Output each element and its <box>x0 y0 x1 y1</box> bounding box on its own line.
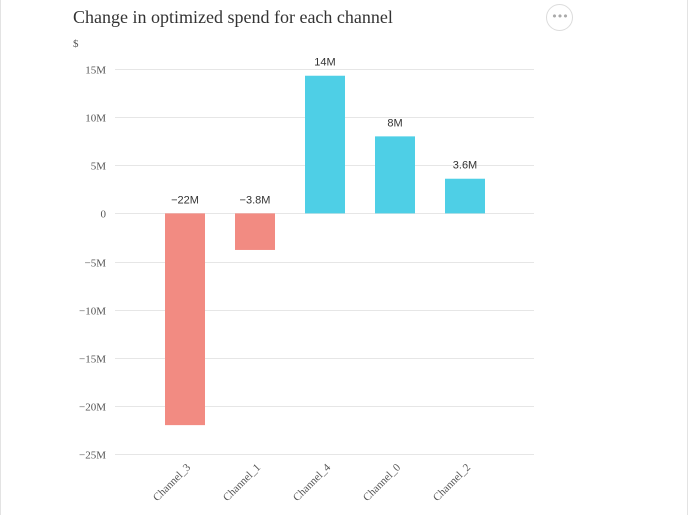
bar <box>375 136 415 214</box>
x-tick-label: Channel_2 <box>431 462 473 504</box>
bar <box>305 75 345 214</box>
y-tick-label: −25M <box>79 450 106 462</box>
data-label: −22M <box>171 194 199 206</box>
bars <box>165 75 485 426</box>
more-horizontal-icon: ••• <box>551 9 568 23</box>
data-labels: −22M −3.8M 14M 8M 3.6M <box>171 57 477 207</box>
y-tick-label: −10M <box>79 306 106 318</box>
data-label: −3.8M <box>240 194 271 206</box>
data-label: 14M <box>314 57 335 69</box>
x-axis-labels: Channel_3 Channel_1 Channel_4 Channel_0 Chan… <box>151 461 473 504</box>
y-tick-label: 15M <box>85 65 106 77</box>
chart-title: Change in optimized spend for each chann… <box>73 7 393 27</box>
y-tick-label: −20M <box>79 402 106 414</box>
bar <box>165 213 205 426</box>
y-tick-label: 5M <box>91 161 107 173</box>
x-tick-label: Channel_4 <box>291 461 334 504</box>
x-tick-label: Channel_0 <box>361 461 404 504</box>
more-options-button[interactable]: ••• <box>546 4 573 31</box>
y-tick-label: −5M <box>85 258 107 270</box>
data-label: 8M <box>387 117 402 129</box>
bar <box>235 213 275 250</box>
y-tick-label: 10M <box>85 113 106 125</box>
bar <box>445 178 485 214</box>
y-axis-unit: $ <box>73 38 79 50</box>
x-tick-label: Channel_1 <box>221 462 263 504</box>
y-tick-label: 0 <box>101 209 107 221</box>
y-axis-ticks: 15M 10M 5M 0 −5M −10M −15M −20M −25M <box>79 65 106 462</box>
x-tick-label: Channel_3 <box>151 461 194 504</box>
y-tick-label: −15M <box>79 354 106 366</box>
data-label: 3.6M <box>453 160 477 172</box>
